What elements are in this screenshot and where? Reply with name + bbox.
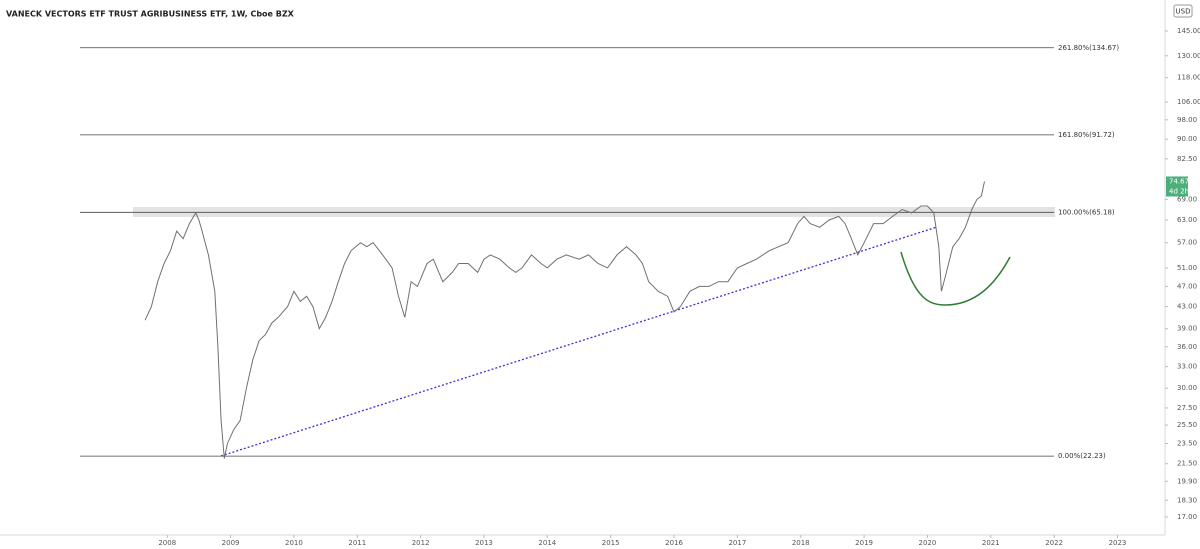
y-tick-label: 18.30	[1177, 496, 1197, 504]
y-tick-label: 27.50	[1177, 404, 1197, 412]
x-tick-label: 2019	[855, 539, 873, 547]
y-tick-label: 106.00	[1177, 98, 1200, 106]
x-tick-label: 2009	[222, 539, 240, 547]
y-tick-label: 57.00	[1177, 239, 1197, 247]
x-tick-label: 2010	[285, 539, 303, 547]
y-tick-label: 118.00	[1177, 74, 1200, 82]
y-tick-label: 145.00	[1177, 27, 1200, 35]
y-tick-label: 98.00	[1177, 116, 1197, 124]
y-tick-label: 47.00	[1177, 282, 1197, 290]
x-tick-label: 2014	[538, 539, 556, 547]
countdown-box	[1166, 186, 1188, 197]
y-tick-label: 25.50	[1177, 421, 1197, 429]
x-tick-label: 2022	[1045, 539, 1063, 547]
trendline	[220, 226, 938, 457]
y-tick-label: 51.00	[1177, 264, 1197, 272]
y-tick-label: 21.50	[1177, 460, 1197, 468]
y-tick-label: 90.00	[1177, 135, 1197, 143]
x-tick-label: 2013	[475, 539, 493, 547]
y-tick-label: 130.00	[1177, 52, 1200, 60]
price-line	[144, 181, 985, 459]
x-tick-label: 2016	[665, 539, 683, 547]
y-tick-label: 63.00	[1177, 216, 1197, 224]
y-tick-label: 43.00	[1177, 303, 1197, 311]
y-tick-label: 39.00	[1177, 325, 1197, 333]
fib-level-label: 261.80%(134.67)	[1058, 44, 1119, 52]
chart-title: VANECK VECTORS ETF TRUST AGRIBUSINESS ET…	[6, 10, 295, 19]
y-tick-label: 17.00	[1177, 513, 1197, 521]
y-tick-label: 23.50	[1177, 440, 1197, 448]
fib-level-label: 0.00%(22.23)	[1058, 452, 1106, 460]
y-tick-label: 19.90	[1177, 477, 1197, 485]
y-tick-label: 36.00	[1177, 343, 1197, 351]
fib-level-label: 100.00%(65.18)	[1058, 208, 1115, 216]
cup-drawing	[900, 251, 1011, 306]
x-tick-label: 2008	[158, 539, 176, 547]
x-tick-label: 2017	[728, 539, 746, 547]
x-tick-label: 2020	[919, 539, 937, 547]
y-tick-label: 33.00	[1177, 363, 1197, 371]
x-tick-label: 2011	[348, 539, 366, 547]
last-price-box	[1166, 176, 1188, 187]
countdown: 4d 2h	[1169, 187, 1189, 195]
y-tick-label: 82.50	[1177, 155, 1197, 163]
y-tick-label: 69.00	[1177, 195, 1197, 203]
x-tick-label: 2012	[412, 539, 430, 547]
currency: USD	[1176, 8, 1191, 16]
currency-box[interactable]	[1173, 4, 1193, 18]
x-tick-label: 2015	[602, 539, 620, 547]
x-tick-label: 2023	[1109, 539, 1127, 547]
y-tick-label: 30.00	[1177, 384, 1197, 392]
x-tick-label: 2021	[982, 539, 1000, 547]
x-tick-label: 2018	[792, 539, 810, 547]
fib-level-label: 161.80%(91.72)	[1058, 131, 1115, 139]
last-price-label: 74.67	[1169, 177, 1189, 185]
